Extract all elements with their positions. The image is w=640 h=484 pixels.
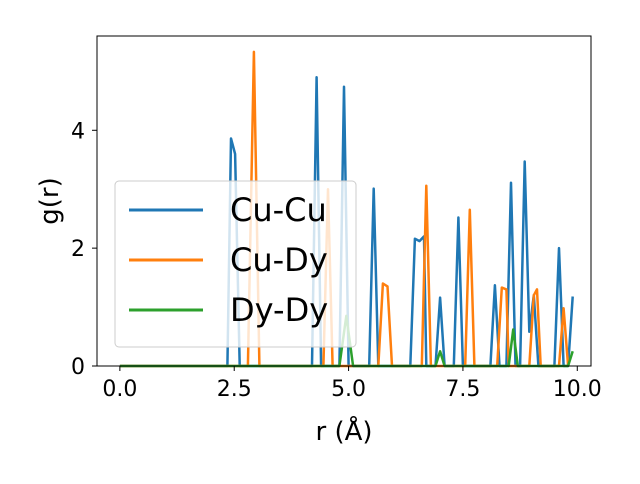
x-tick-label: 2.5 bbox=[217, 377, 252, 402]
legend-box bbox=[114, 180, 357, 348]
legend-label-cu-dy: Cu-Dy bbox=[230, 241, 328, 279]
x-tick-label: 7.5 bbox=[445, 377, 480, 402]
y-tick-label: 2 bbox=[71, 237, 85, 262]
legend-label-dy-dy: Dy-Dy bbox=[230, 291, 328, 329]
plot-area-frame bbox=[96, 35, 592, 367]
x-tick-label: 10.0 bbox=[553, 377, 602, 402]
legend: Cu-Cu Cu-Dy Dy-Dy bbox=[114, 180, 357, 348]
y-tick-label: 0 bbox=[71, 355, 85, 380]
legend-label-cu-cu: Cu-Cu bbox=[230, 191, 327, 229]
x-axis-ticks: 0.0 2.5 5.0 7.5 10.0 bbox=[102, 366, 602, 402]
y-axis-ticks: 0 2 4 bbox=[71, 119, 97, 380]
x-tick-label: 5.0 bbox=[331, 377, 366, 402]
x-tick-label: 0.0 bbox=[102, 377, 137, 402]
x-axis-label: r (Å) bbox=[315, 415, 372, 447]
series-line-cu-cu bbox=[119, 75, 574, 368]
y-axis-label: g(r) bbox=[35, 177, 65, 224]
y-tick-label: 4 bbox=[71, 119, 85, 144]
